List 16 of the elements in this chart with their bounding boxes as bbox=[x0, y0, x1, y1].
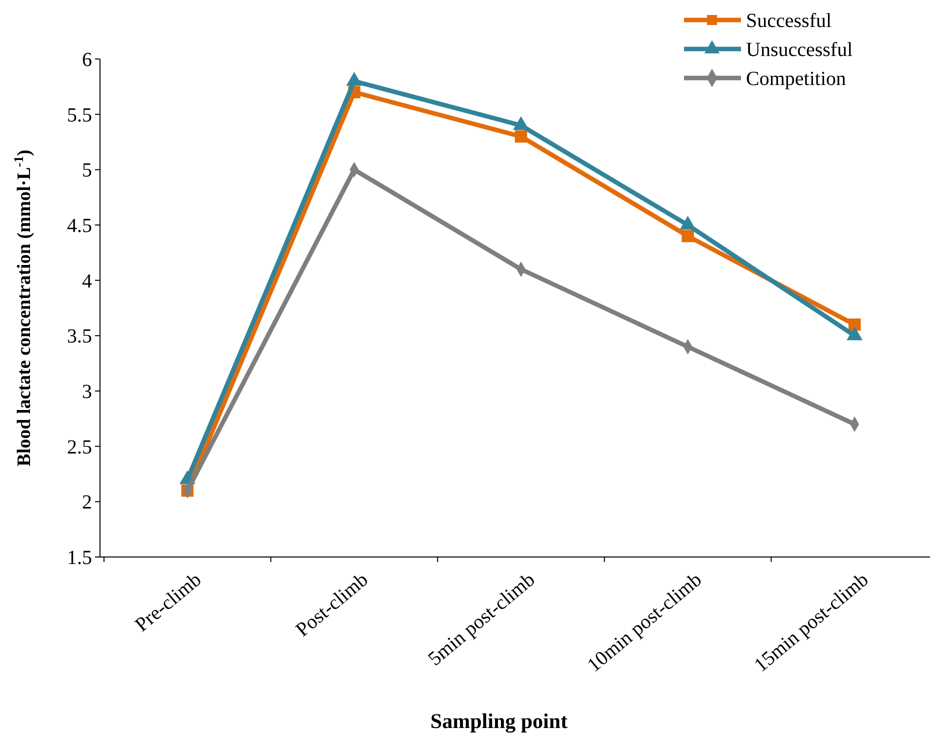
y-tick-label: 3 bbox=[82, 381, 92, 403]
point bbox=[514, 130, 528, 143]
y-tick-label: 4.5 bbox=[67, 215, 92, 237]
point bbox=[682, 230, 694, 242]
y-tick-label: 4 bbox=[82, 270, 92, 292]
y-tick-label: 5 bbox=[82, 160, 92, 182]
legend-label: Unsuccessful bbox=[746, 39, 854, 61]
x-axis-title: Sampling point bbox=[430, 709, 568, 733]
legend-label: Successful bbox=[746, 10, 832, 32]
y-tick-label: 3.5 bbox=[67, 326, 92, 348]
y-tick-label: 6 bbox=[82, 49, 92, 71]
legend-label: Competition bbox=[746, 68, 846, 90]
y-tick-label: 2 bbox=[82, 492, 92, 514]
y-tick-label: 1.5 bbox=[67, 547, 92, 569]
y-tick-label: 2.5 bbox=[67, 436, 92, 458]
y-tick-label: 5.5 bbox=[67, 104, 92, 126]
